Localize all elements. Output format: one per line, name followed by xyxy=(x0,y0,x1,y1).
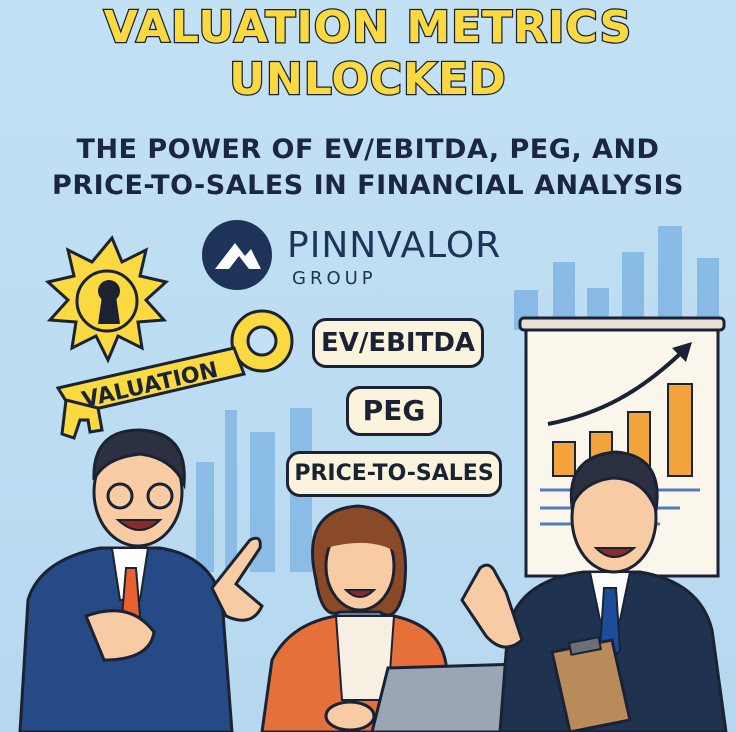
headline-line-1: VALUATION METRICS xyxy=(103,1,633,55)
keyhole-burst-icon xyxy=(44,235,170,364)
logo-name: PINNVALOR xyxy=(287,225,502,266)
clipboard-icon xyxy=(550,636,632,732)
background-bars-middle xyxy=(196,408,312,572)
presenter-man-left xyxy=(18,428,264,732)
metric-badge-peg: PEG xyxy=(346,386,442,436)
golden-key-icon xyxy=(55,309,294,440)
metric-badge-ev-ebitda: EV/EBITDA xyxy=(312,318,484,368)
laptop-icon xyxy=(324,662,524,732)
trend-arrow-icon xyxy=(547,342,692,426)
logo-subname: GROUP xyxy=(292,268,377,289)
subheadline-line-2: PRICE-TO-SALES IN FINANCIAL ANALYSIS xyxy=(52,170,684,201)
headline-line-2: UNLOCKED xyxy=(228,53,507,107)
subheadline-line-1: THE POWER OF EV/EBITDA, PEG, AND xyxy=(76,134,660,165)
metric-badge-price-to-sales: PRICE-TO-SALES xyxy=(286,451,502,497)
pinnvalor-logo-icon xyxy=(202,220,272,290)
background-bars-right xyxy=(514,226,719,330)
